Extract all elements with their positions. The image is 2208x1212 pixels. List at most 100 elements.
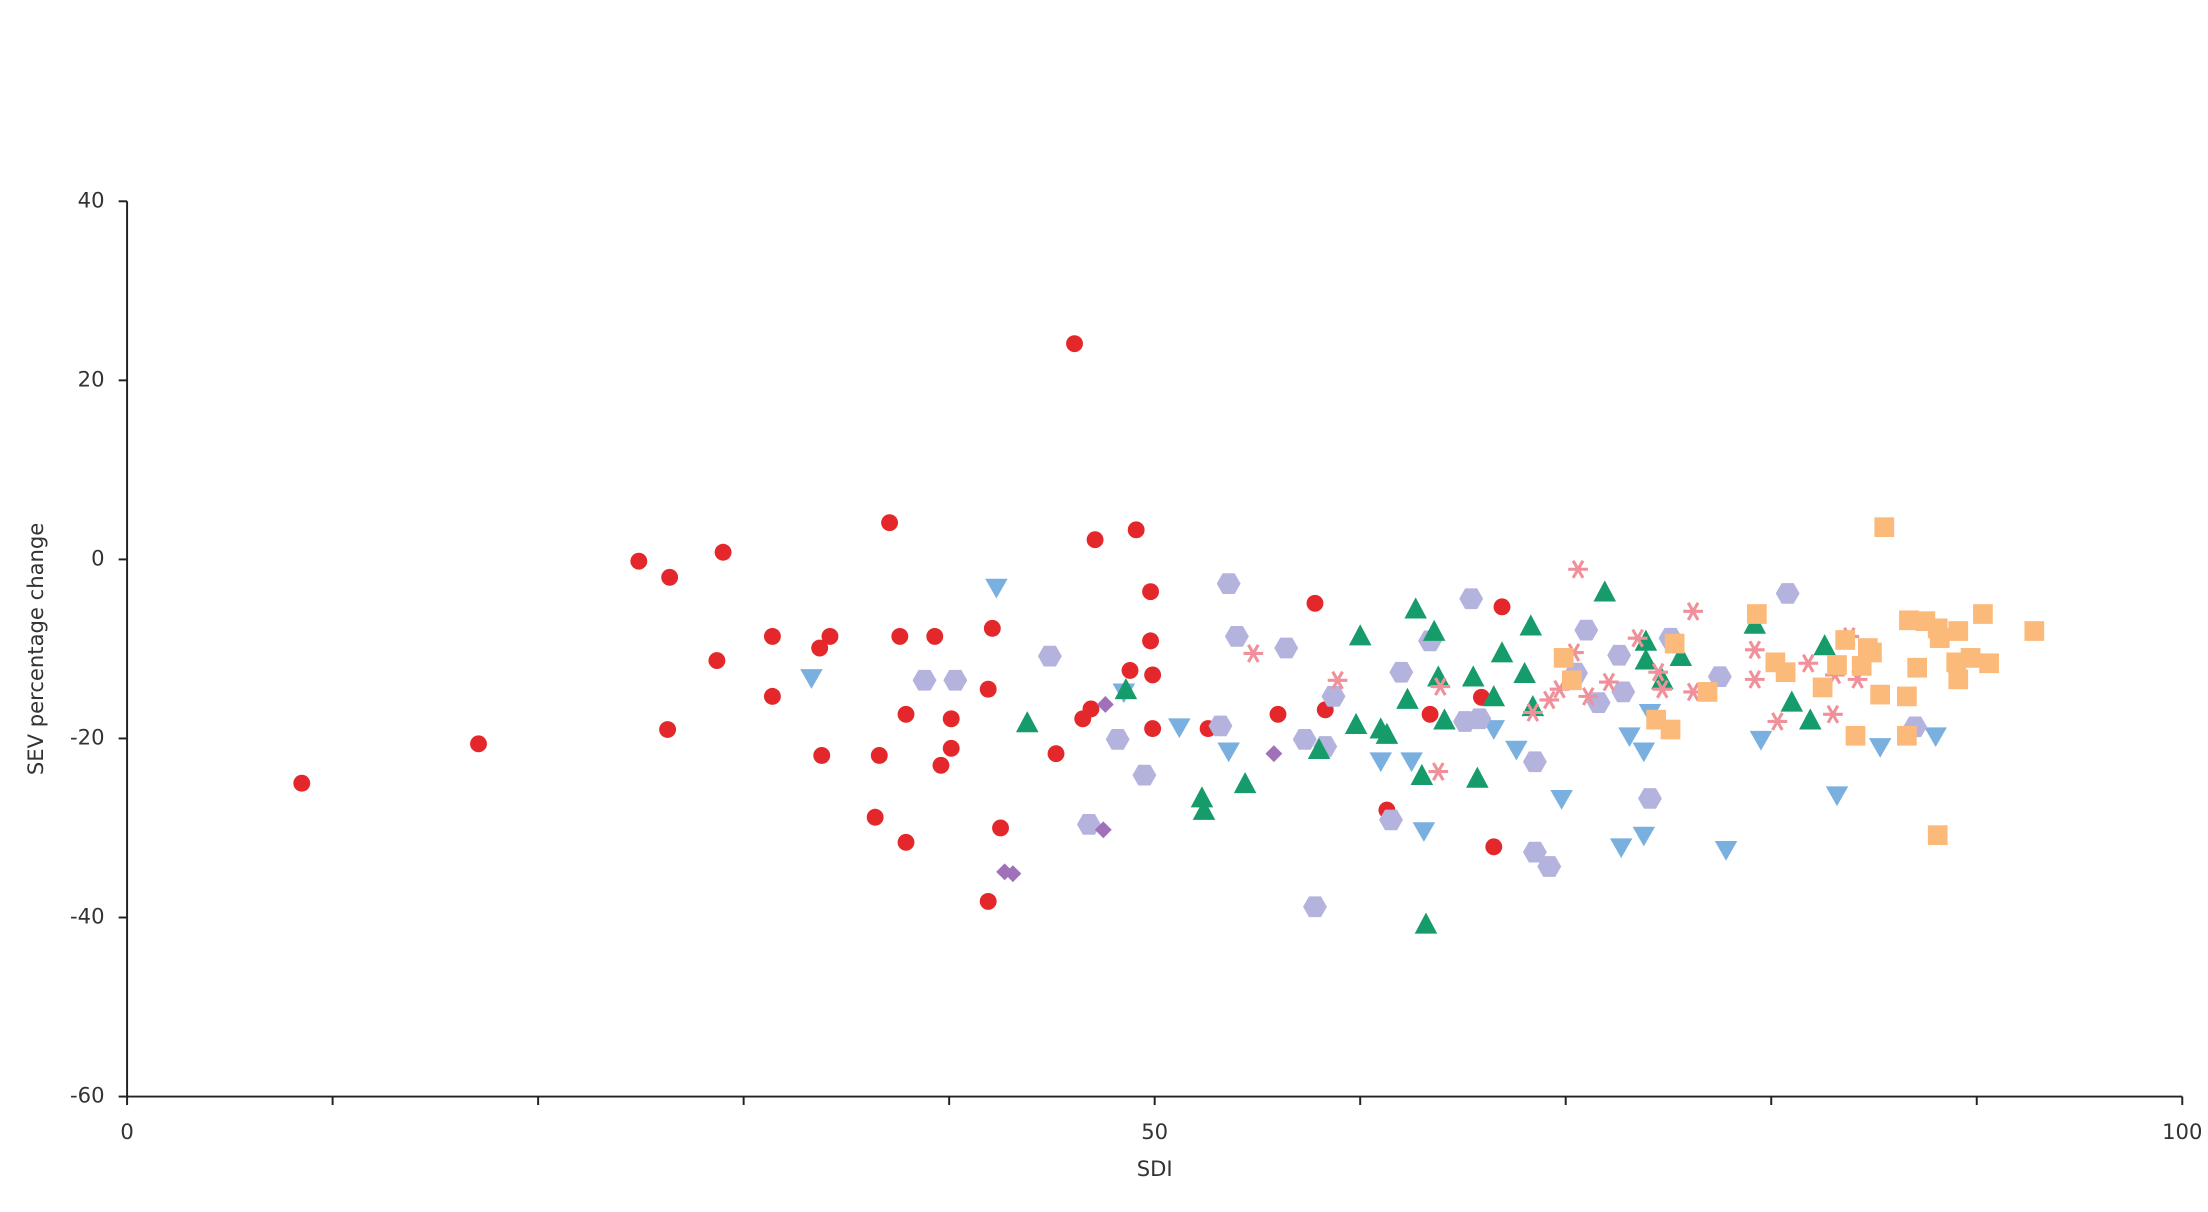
point [1948, 669, 1969, 690]
point [1086, 531, 1104, 549]
point [1897, 725, 1917, 746]
point [293, 774, 311, 792]
point [1907, 657, 1928, 678]
y-tick-label: 0 [91, 545, 104, 570]
point [1421, 705, 1439, 723]
point [661, 568, 679, 586]
point [992, 819, 1009, 837]
point [1835, 630, 1856, 650]
point [1307, 737, 1331, 760]
point [1664, 633, 1685, 654]
point [1493, 598, 1511, 616]
point [1899, 610, 1919, 631]
point [1813, 634, 1836, 656]
point [1233, 771, 1257, 794]
point [1410, 763, 1434, 786]
point [1874, 517, 1895, 538]
point [891, 627, 909, 645]
point [1389, 661, 1414, 683]
point [1428, 762, 1449, 781]
point [1066, 335, 1083, 353]
point [1632, 742, 1656, 763]
point [1114, 677, 1138, 700]
point [1400, 752, 1423, 773]
point [1047, 745, 1065, 763]
point [1798, 653, 1819, 673]
point [943, 669, 968, 691]
point [1627, 628, 1648, 648]
point [2024, 621, 2045, 641]
point [1015, 711, 1039, 733]
point [1414, 912, 1438, 934]
point [1459, 588, 1484, 610]
point [1845, 725, 1866, 746]
point [1537, 856, 1562, 877]
point [1812, 677, 1833, 698]
point [870, 747, 888, 764]
point [1422, 619, 1446, 641]
point [1485, 838, 1503, 856]
point [1243, 644, 1264, 663]
point [1578, 687, 1599, 706]
point [1513, 661, 1536, 683]
point [1168, 718, 1191, 739]
point [1618, 727, 1641, 748]
point [866, 808, 884, 826]
point [1466, 766, 1489, 788]
point [813, 747, 831, 764]
point [1192, 798, 1216, 820]
point [1142, 632, 1160, 650]
point [659, 721, 677, 738]
x-axis-label: SDI [1137, 1156, 1173, 1181]
point [1082, 700, 1100, 718]
point [630, 552, 648, 570]
point [897, 833, 915, 851]
point [1522, 703, 1543, 722]
point [1574, 619, 1599, 641]
x-tick-label: 0 [120, 1119, 133, 1144]
point [1714, 841, 1738, 861]
point [926, 627, 944, 645]
point [1327, 670, 1348, 690]
point [1303, 896, 1327, 918]
point [1825, 786, 1849, 807]
point [1550, 789, 1573, 810]
point [714, 543, 732, 561]
x-tick-label: 100 [2162, 1119, 2202, 1144]
point [1404, 597, 1427, 619]
point [1505, 740, 1528, 761]
y-tick-label: -20 [70, 724, 104, 749]
y-tick-label: -60 [70, 1083, 104, 1108]
point [979, 680, 997, 698]
point [1482, 685, 1506, 707]
point [1827, 655, 1847, 675]
point [821, 627, 839, 645]
point [912, 669, 937, 691]
point [1960, 648, 1981, 668]
point [1076, 814, 1101, 835]
point [1593, 580, 1617, 602]
point [1924, 727, 1947, 748]
point [1599, 672, 1619, 692]
point [1321, 686, 1346, 707]
point [1607, 644, 1632, 666]
point [1292, 728, 1317, 750]
point [763, 687, 781, 705]
point [1467, 708, 1492, 730]
point [1519, 614, 1543, 636]
point [1868, 738, 1892, 758]
point [1490, 641, 1514, 663]
point [1004, 865, 1022, 883]
point [942, 739, 960, 757]
point [1348, 624, 1372, 646]
point [1142, 583, 1160, 601]
point [932, 756, 950, 774]
point [1190, 786, 1214, 808]
point [800, 669, 823, 689]
point [1265, 745, 1283, 763]
y-tick-label: -40 [70, 904, 104, 929]
y-tick-label: 20 [78, 366, 105, 391]
point [1269, 705, 1287, 723]
point [1862, 642, 1882, 663]
